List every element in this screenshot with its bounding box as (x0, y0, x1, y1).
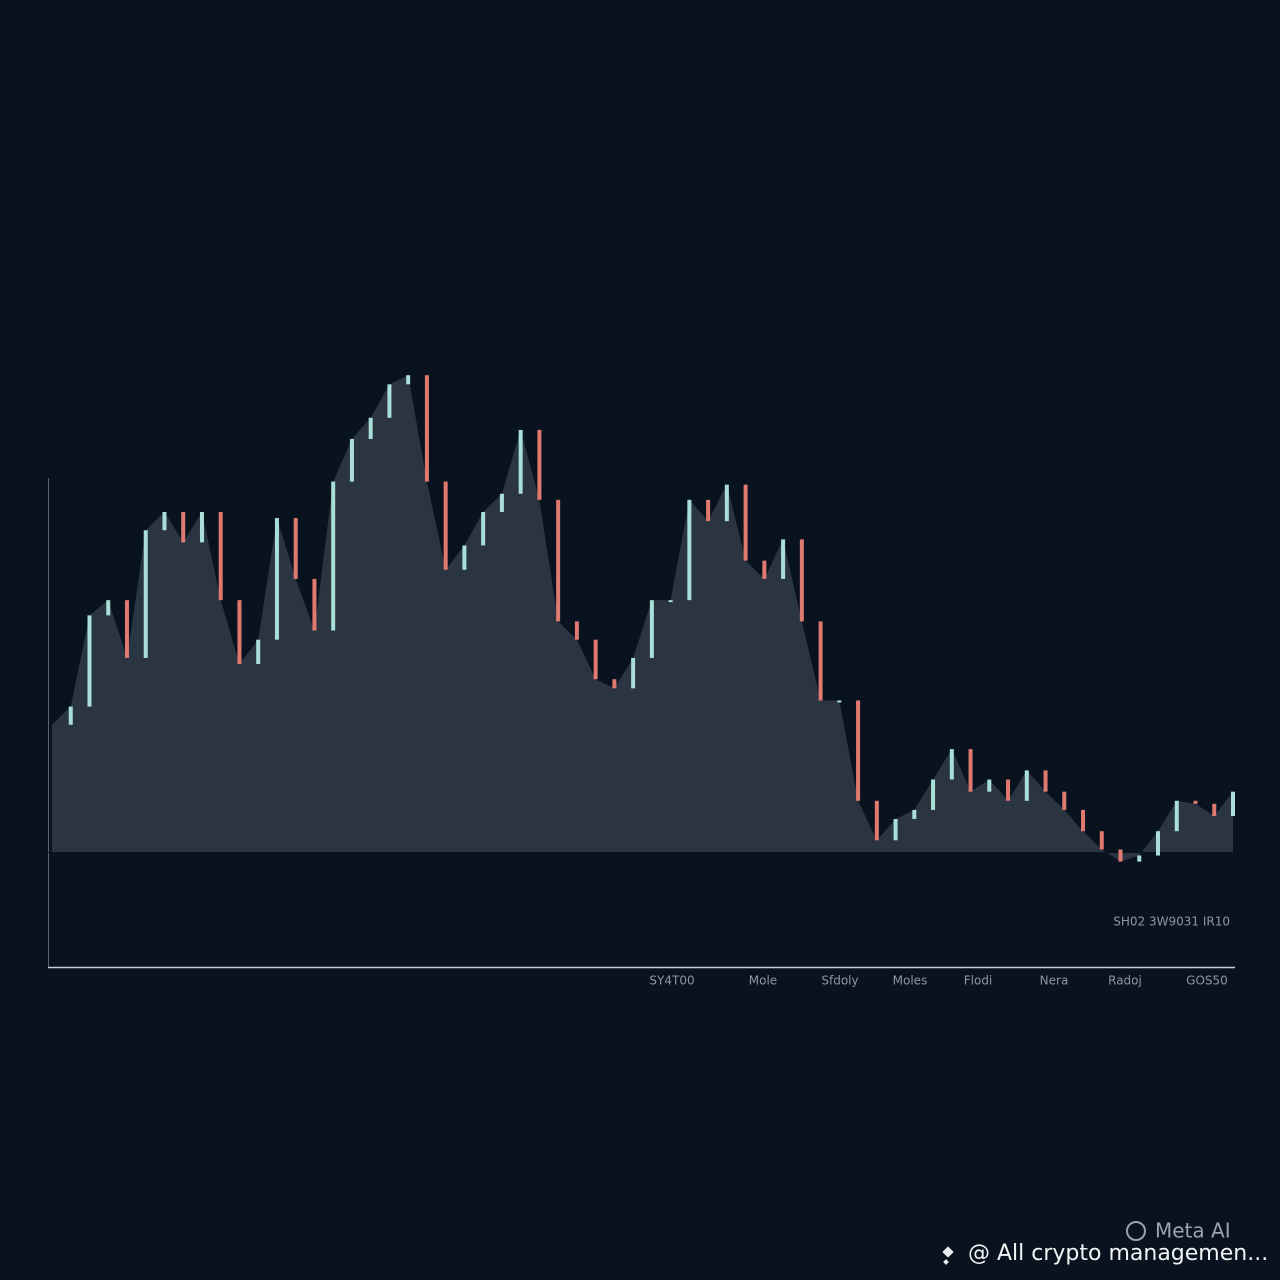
candle (574, 621, 579, 640)
candle (106, 600, 111, 616)
candle (1062, 791, 1067, 810)
candle (668, 600, 673, 603)
price-area (52, 375, 1233, 862)
candle (987, 779, 992, 792)
candle (799, 539, 804, 622)
candle (1193, 800, 1198, 804)
candle (424, 375, 429, 482)
candle (518, 429, 523, 494)
candle (856, 700, 861, 801)
candle (1024, 770, 1029, 801)
candle (1081, 809, 1086, 832)
candle (368, 417, 373, 440)
candle (1156, 831, 1161, 856)
candle (762, 560, 767, 579)
x-axis-label: Radoj (1108, 974, 1142, 988)
x-axis-label: Nera (1040, 974, 1069, 988)
x-axis-label: Moles (893, 974, 928, 988)
candle (556, 499, 561, 622)
candle (162, 512, 167, 531)
candle (931, 779, 936, 810)
candle (312, 578, 317, 631)
candle (181, 512, 186, 543)
candle (349, 439, 354, 482)
candle (968, 749, 973, 792)
x-axis-label: SY4T00 (649, 974, 694, 988)
candle (499, 493, 504, 512)
candle (1231, 791, 1235, 816)
candle (274, 518, 279, 640)
watermark-icon (1126, 1221, 1146, 1241)
candles (68, 375, 1235, 862)
candle (68, 706, 73, 725)
candle (724, 484, 729, 522)
candle (1137, 855, 1142, 862)
candle (1212, 803, 1217, 816)
candle (818, 621, 823, 701)
x-axis-label: GOS50 (1186, 974, 1228, 988)
candle (687, 499, 692, 601)
candle (612, 679, 617, 689)
footer: @ All crypto managemen... (968, 1241, 1268, 1266)
x-axis-label: Mole (749, 974, 777, 988)
candle (218, 512, 223, 601)
candle (743, 484, 748, 561)
candle (1006, 779, 1011, 801)
candle (649, 600, 654, 658)
candle (331, 481, 336, 631)
candle (893, 819, 898, 841)
footer-icon (942, 1246, 954, 1265)
x-axis-label: Sfdoly (821, 974, 858, 988)
candle (593, 639, 598, 680)
candle (462, 545, 467, 570)
candle (631, 657, 636, 689)
candle (706, 499, 711, 522)
candle (256, 639, 261, 664)
candle (949, 749, 954, 780)
candle (143, 530, 148, 658)
candle (1043, 770, 1048, 792)
watermark: Meta AI (1155, 1219, 1231, 1243)
candle (293, 518, 298, 579)
candle (87, 615, 92, 707)
candle (443, 481, 448, 570)
candle (1174, 800, 1179, 832)
candle (237, 600, 242, 664)
candle (481, 512, 486, 546)
candle (1118, 849, 1123, 862)
candle (124, 600, 129, 658)
candle (781, 539, 786, 579)
candle (837, 700, 842, 703)
candle (912, 809, 917, 820)
candle (387, 384, 392, 418)
candle (1099, 831, 1104, 850)
candle (199, 512, 204, 543)
candle (406, 375, 411, 385)
x-axis-label: Flodi (964, 974, 993, 988)
axis-note: SH02 3W9031 IR10 (1113, 915, 1230, 929)
candle (874, 800, 879, 841)
candle (537, 429, 542, 500)
